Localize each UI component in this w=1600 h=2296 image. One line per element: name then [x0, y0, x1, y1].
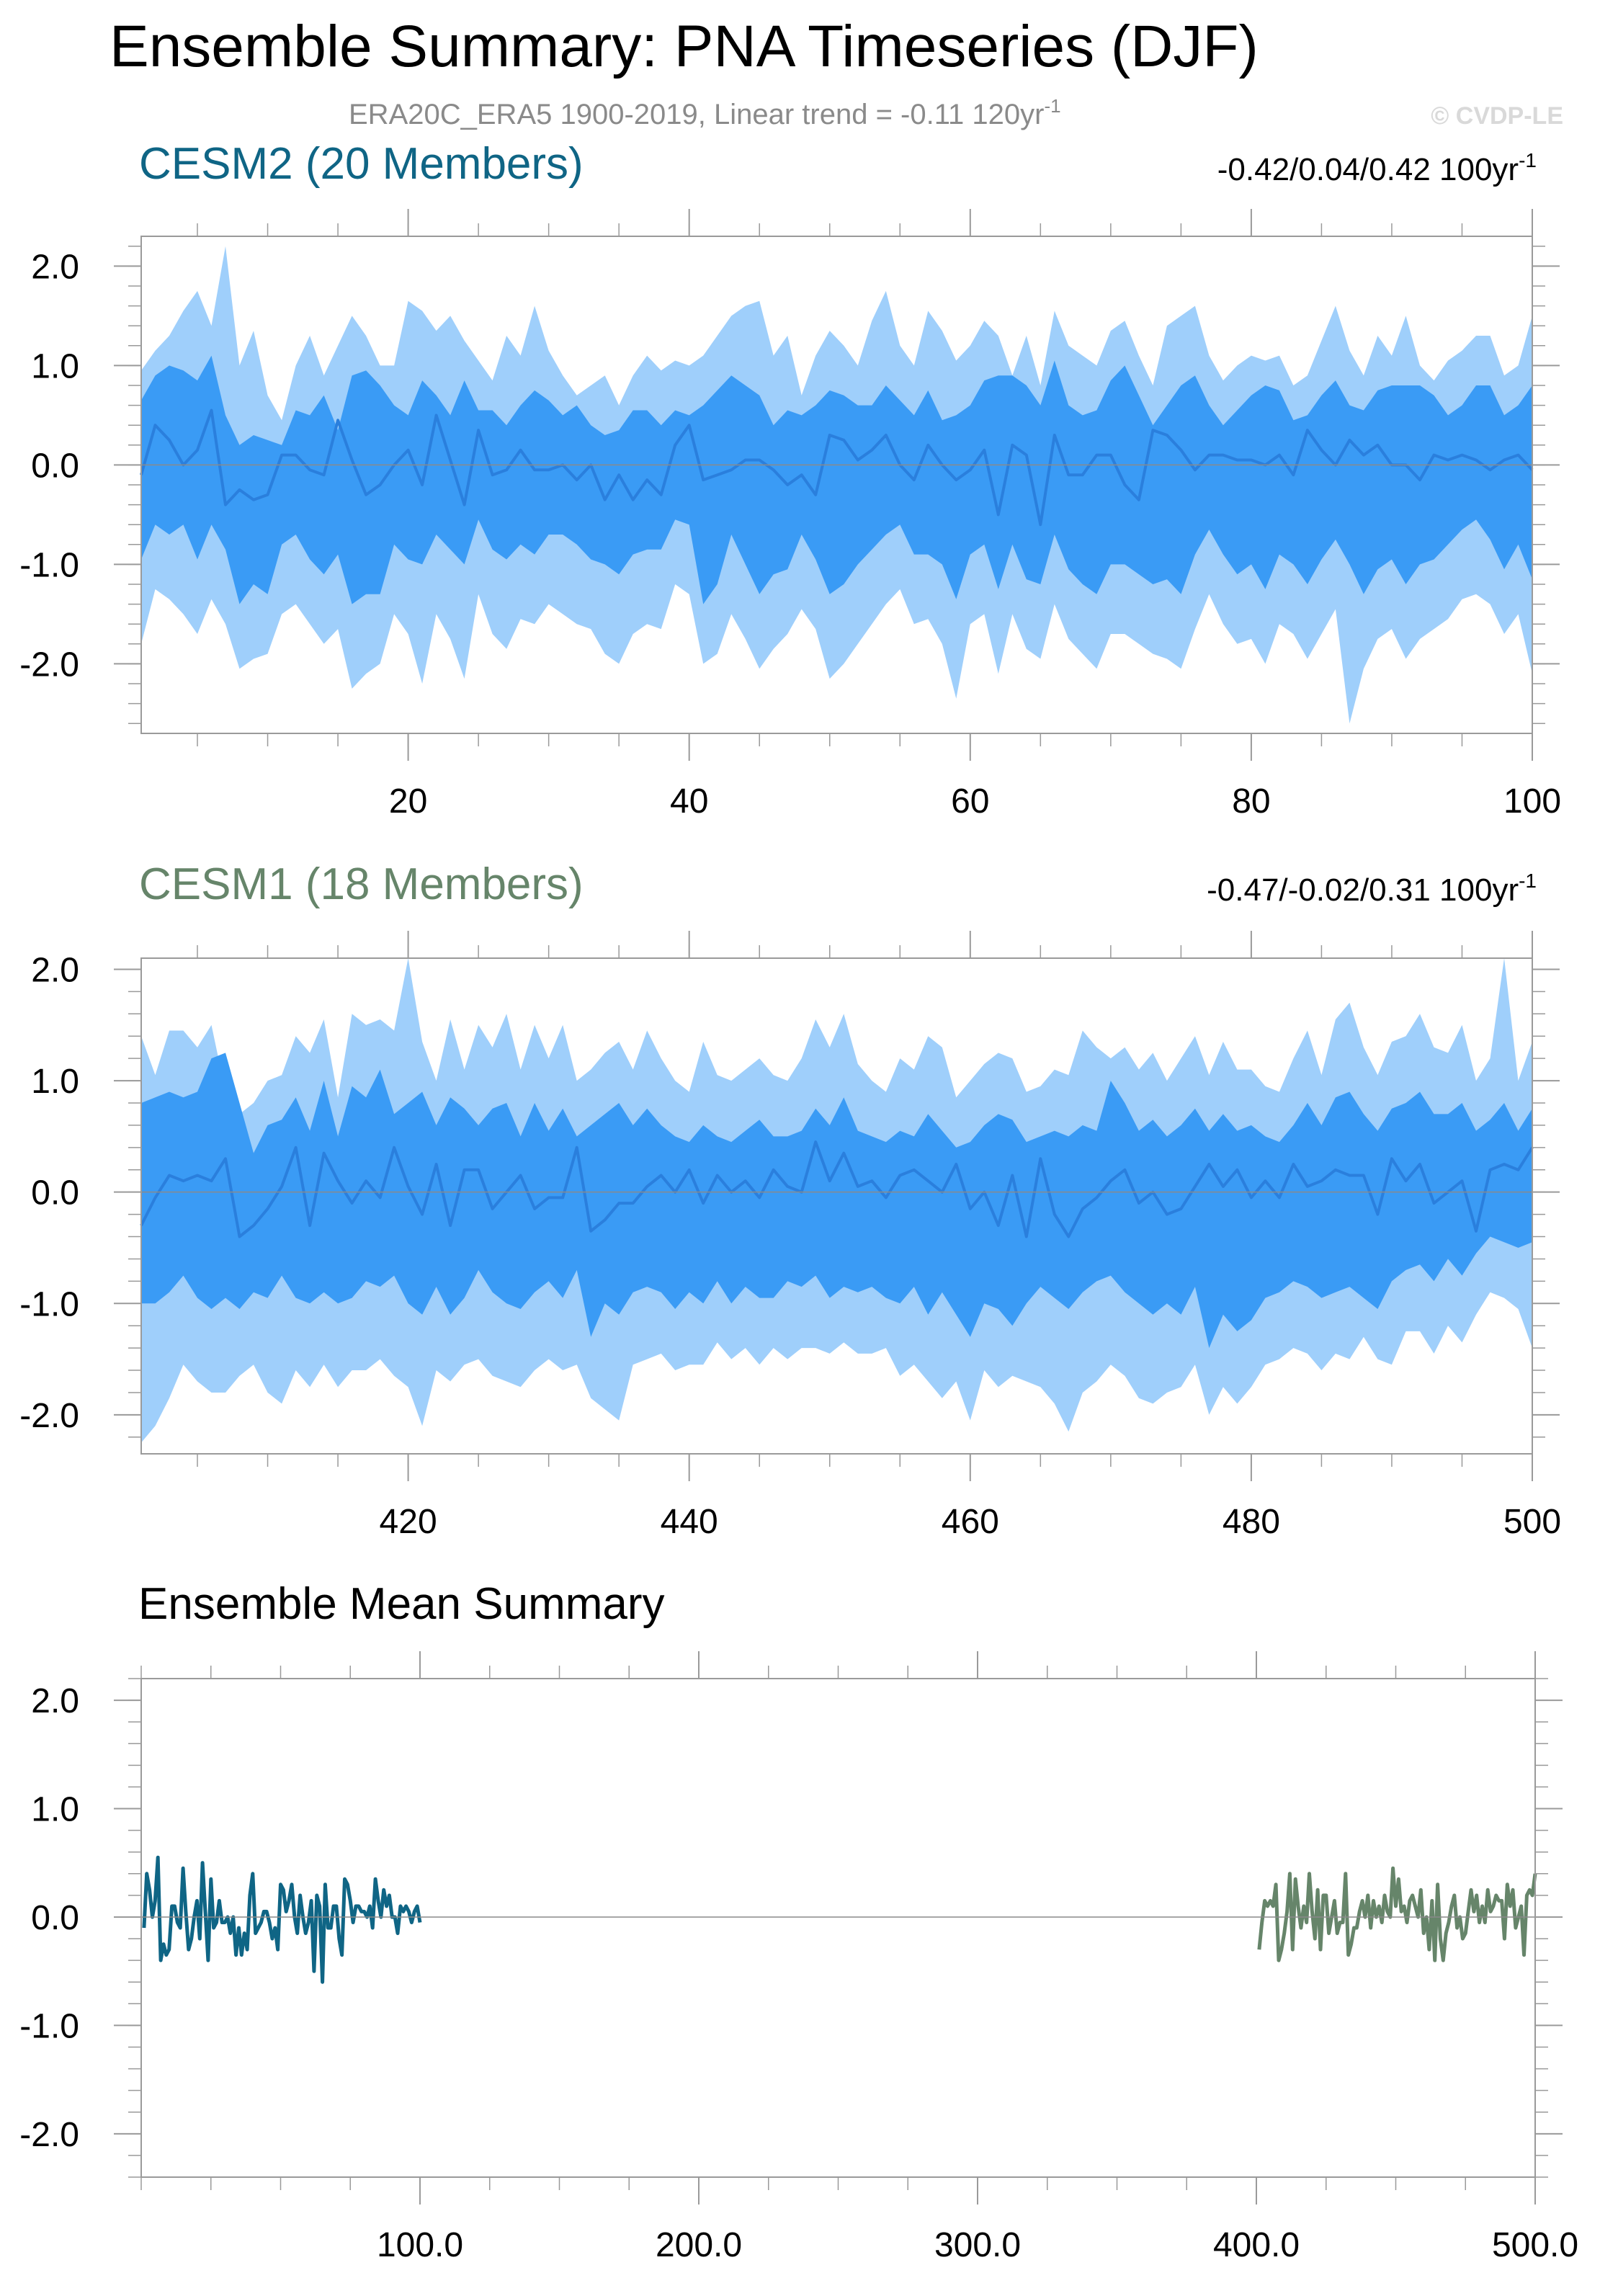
y-tick-label: 0.0: [31, 1174, 79, 1212]
x-tick-label: 400.0: [1213, 2226, 1300, 2264]
panel-1-trend-sup: -1: [1519, 149, 1537, 171]
cesm1-mean-line: [1257, 1866, 1537, 1962]
x-tick-label: 500.0: [1492, 2226, 1578, 2264]
y-tick-label: -2.0: [19, 2116, 79, 2154]
inner-spread-band: [141, 355, 1532, 604]
x-tick-label: 100: [1503, 782, 1561, 821]
panel-2-title: CESM1 (18 Members): [139, 859, 584, 909]
y-tick-label: 2.0: [31, 951, 79, 989]
cesm2-mean-line: [142, 1855, 422, 1984]
x-tick-label: 60: [951, 782, 989, 821]
y-tick-label: -1.0: [19, 2007, 79, 2045]
x-tick-label: 20: [389, 782, 427, 821]
x-tick-label: 80: [1232, 782, 1270, 821]
x-tick-label: 440: [661, 1503, 718, 1541]
y-tick-label: 1.0: [31, 1063, 79, 1101]
x-tick-label: 100.0: [377, 2226, 463, 2264]
plot-frame: [140, 957, 1533, 1455]
panel-2-trend-sup: -1: [1519, 870, 1537, 892]
ensemble-mean-line: [140, 408, 1534, 527]
obs-subtitle: ERA20C_ERA5 1900-2019, Linear trend = -0…: [349, 95, 1061, 130]
y-tick-label: 1.0: [31, 1791, 79, 1829]
panel-3-plot: 2.0 1.0 0.0 -1.0 -2.0 100.0 200.0 300.0 400.0 500…: [19, 1651, 1578, 2264]
panel-1-title: CESM2 (20 Members): [139, 139, 584, 189]
page-title: Ensemble Summary: PNA Timeseries (DJF): [110, 14, 1259, 79]
y-tick-label: 0.0: [31, 447, 79, 485]
panel-1-plot: 2.0 1.0 0.0 -1.0 -2.0 20 40 60 80 100: [19, 209, 1561, 821]
panel-3-title: Ensemble Mean Summary: [138, 1579, 665, 1629]
panel-2-trend-text: -0.47/-0.02/0.31 100yr: [1207, 872, 1519, 908]
y-tick-label: 2.0: [31, 1682, 79, 1720]
plot-area: [141, 1679, 1535, 2177]
panel-1-trend: -0.42/0.04/0.42 100yr-1: [1217, 149, 1537, 187]
x-tick-label: 200.0: [656, 2226, 742, 2264]
y-tick-label: 2.0: [31, 248, 79, 286]
y-tick-label: -2.0: [19, 1397, 79, 1435]
y-tick-label: -2.0: [19, 646, 79, 684]
credit-watermark: © CVDP-LE: [1431, 102, 1563, 130]
ensemble-mean-line: [140, 1140, 1534, 1238]
x-tick-label: 40: [670, 782, 708, 821]
obs-subtitle-sup: -1: [1044, 95, 1060, 117]
panel-2-plot: 2.0 1.0 0.0 -1.0 -2.0 420 440 460 480 500: [19, 931, 1561, 1541]
x-tick-label: 300.0: [934, 2226, 1021, 2264]
inner-spread-band: [141, 1053, 1532, 1349]
panel-1-trend-text: -0.42/0.04/0.42 100yr: [1217, 152, 1519, 187]
x-tick-label: 480: [1223, 1503, 1280, 1541]
x-tick-label: 460: [942, 1503, 999, 1541]
x-tick-label: 420: [380, 1503, 437, 1541]
y-tick-label: 1.0: [31, 347, 79, 385]
obs-subtitle-text: ERA20C_ERA5 1900-2019, Linear trend = -0…: [349, 99, 1044, 130]
y-tick-label: 0.0: [31, 1899, 79, 1937]
y-tick-label: -1.0: [19, 546, 79, 584]
x-tick-label: 500: [1503, 1503, 1561, 1541]
panel-2-trend: -0.47/-0.02/0.31 100yr-1: [1207, 870, 1537, 908]
y-tick-label: -1.0: [19, 1285, 79, 1323]
